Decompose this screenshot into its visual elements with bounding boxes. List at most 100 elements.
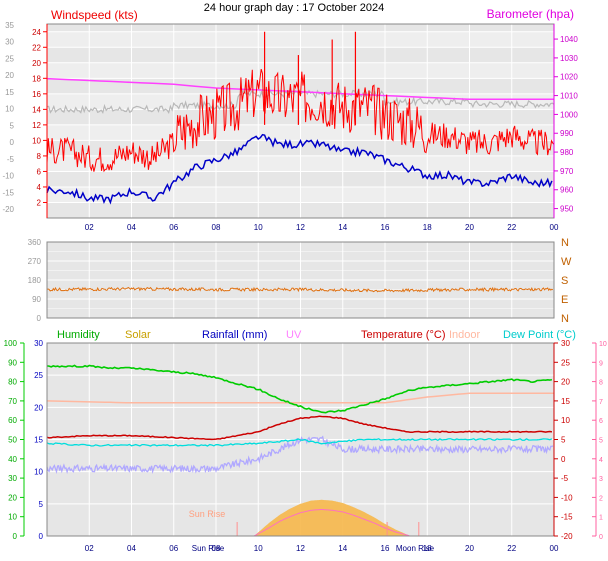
wind-panel-grid (47, 24, 555, 218)
humidity-tick-label: 100 (4, 339, 18, 348)
time-tick-label: 16 (381, 223, 390, 232)
time-tick-label: 12 (296, 544, 305, 553)
humidity-tick-label: 0 (13, 532, 18, 541)
outer-tick-label: 30 (5, 38, 14, 47)
direction-panel-series (46, 286, 554, 293)
uv-tick-label: 0 (599, 534, 603, 541)
humidity-tick-label: 90 (8, 358, 17, 367)
wind-tick-label: 6 (37, 167, 42, 176)
wind-tick-label: 16 (32, 90, 41, 99)
rain-tick-label: 5 (39, 500, 44, 509)
legend-uv: UV (286, 329, 302, 341)
baro-tick-label: 1020 (560, 73, 578, 82)
baro-tick-label: 1000 (560, 110, 578, 119)
wind-tick-label: 10 (32, 136, 41, 145)
sun-rise-label: Sun Rise (189, 509, 226, 519)
humidity-tick-label: 60 (8, 416, 17, 425)
humidity-line (46, 364, 553, 414)
time-tick-label: 04 (127, 544, 136, 553)
dir-tick-label: 0 (37, 314, 42, 323)
outer-tick-label: 20 (5, 71, 14, 80)
uv-tick-label: 7 (599, 399, 603, 406)
legend-indoor: Indoor (449, 329, 481, 341)
wind-tick-label: 4 (37, 183, 42, 192)
direction-panel-frame (46, 241, 555, 319)
temp-tick-label: -15 (561, 513, 573, 522)
time-tick-label: 02 (85, 544, 94, 553)
climate-panel-series (46, 364, 554, 537)
uv-tick-label: 5 (599, 438, 603, 445)
wind-panel-axes: 2468101214161820222435302520151050-5-10-… (2, 21, 578, 232)
compass-label: E (561, 294, 568, 306)
time-tick-label: 14 (338, 544, 347, 553)
temp-tick-label: 0 (561, 455, 566, 464)
baro-tick-label: 970 (560, 167, 574, 176)
outer-tick-label: 15 (5, 88, 14, 97)
indoor-line (46, 392, 554, 404)
baro-tick-label: 980 (560, 148, 574, 157)
windspeed-label: Windspeed (kts) (51, 8, 138, 22)
baro-tick-label: 990 (560, 129, 574, 138)
temp-tick-label: 20 (561, 378, 570, 387)
uv-line (46, 435, 554, 474)
time-tick-label: 22 (507, 223, 516, 232)
rain-tick-label: 0 (39, 532, 44, 541)
wind-tick-label: 14 (32, 105, 41, 114)
humidity-tick-label: 10 (8, 513, 17, 522)
time-tick-label: 08 (212, 223, 221, 232)
baro-tick-label: 950 (560, 205, 574, 214)
windgust-line (46, 68, 555, 173)
humidity-tick-label: 70 (8, 397, 17, 406)
time-tick-label: 22 (507, 544, 516, 553)
wind-tick-label: 2 (37, 198, 42, 207)
time-tick-label: 00 (550, 544, 559, 553)
legend-solar: Solar (125, 329, 151, 341)
uv-tick-label: 8 (599, 380, 603, 387)
time-tick-label: 18 (423, 223, 432, 232)
solar-area (254, 499, 411, 536)
graph-title: 24 hour graph day : 17 October 2024 (204, 2, 384, 14)
time-tick-label: 20 (465, 223, 474, 232)
time-tick-label: 18 (423, 544, 432, 553)
legend-rainfall: Rainfall (mm) (202, 329, 267, 341)
time-tick-label: 00 (550, 223, 559, 232)
humidity-tick-label: 40 (8, 455, 17, 464)
humidity-tick-label: 80 (8, 378, 17, 387)
wind-direction-line (46, 286, 554, 293)
barometer-label: Barometer (hpa) (487, 7, 574, 21)
rain-tick-label: 25 (34, 371, 43, 380)
temp-tick-label: 25 (561, 358, 570, 367)
baro-tick-label: 1030 (560, 54, 578, 63)
humidity-tick-label: 50 (8, 436, 17, 445)
time-tick-label: 02 (85, 223, 94, 232)
wind-tick-label: 20 (32, 59, 41, 68)
outer-tick-label: 25 (5, 54, 14, 63)
temp-tick-label: -5 (561, 474, 569, 483)
humidity-tick-label: 30 (8, 474, 17, 483)
compass-label: W (561, 256, 572, 268)
baro-tick-label: 960 (560, 186, 574, 195)
temp-tick-label: 30 (561, 339, 570, 348)
time-tick-label: 06 (169, 544, 178, 553)
moon-rise-axis-label: Moon Rise (396, 544, 435, 553)
outer-tick-label: -5 (7, 155, 15, 164)
dir-tick-label: 90 (32, 295, 41, 304)
outer-tick-label: -10 (2, 172, 14, 181)
temp-tick-label: -20 (561, 532, 573, 541)
rain-tick-label: 30 (34, 339, 43, 348)
time-tick-label: 10 (254, 223, 263, 232)
outer-tick-label: -20 (2, 205, 14, 214)
wind-tick-label: 22 (32, 43, 41, 52)
temperature-line (46, 415, 553, 441)
time-tick-label: 04 (127, 223, 136, 232)
outer-tick-label: -15 (2, 188, 14, 197)
dew-point-line (46, 438, 553, 447)
outer-tick-label: 0 (10, 138, 15, 147)
time-tick-label: 08 (212, 544, 221, 553)
outer-tick-label: 35 (5, 21, 14, 30)
solar-forecast-line (253, 509, 410, 537)
uv-tick-label: 9 (599, 360, 603, 367)
